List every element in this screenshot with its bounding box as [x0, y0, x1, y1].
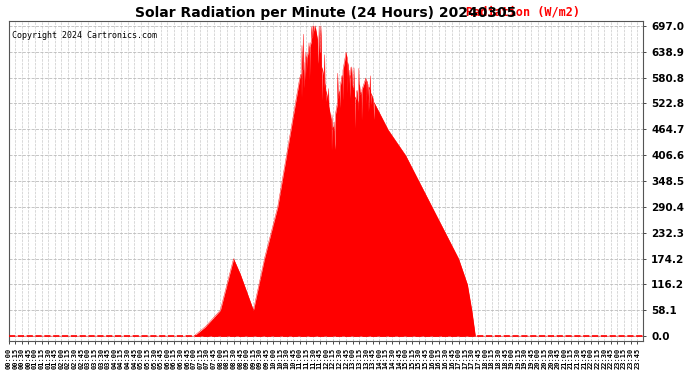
Title: Solar Radiation per Minute (24 Hours) 20240305: Solar Radiation per Minute (24 Hours) 20…	[135, 6, 517, 20]
Text: Radiation (W/m2): Radiation (W/m2)	[466, 5, 580, 18]
Text: Copyright 2024 Cartronics.com: Copyright 2024 Cartronics.com	[12, 31, 157, 40]
